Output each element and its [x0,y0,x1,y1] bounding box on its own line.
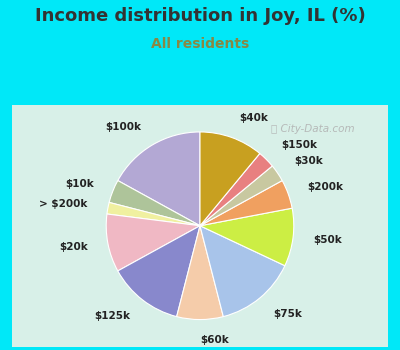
Text: All residents: All residents [151,37,249,51]
Text: ⓘ City-Data.com: ⓘ City-Data.com [271,124,355,134]
Text: $100k: $100k [106,122,142,132]
Text: $200k: $200k [308,182,344,192]
Wedge shape [118,132,200,226]
Text: $125k: $125k [94,311,130,321]
Text: $40k: $40k [239,113,268,123]
Text: $20k: $20k [59,242,88,252]
Text: $75k: $75k [273,309,302,319]
Text: $50k: $50k [314,235,342,245]
Wedge shape [200,154,272,226]
Wedge shape [109,181,200,226]
Text: $10k: $10k [65,178,94,189]
Text: Income distribution in Joy, IL (%): Income distribution in Joy, IL (%) [35,7,365,25]
Wedge shape [106,214,200,271]
Text: $30k: $30k [295,156,323,167]
Wedge shape [107,202,200,226]
Wedge shape [200,132,260,226]
Wedge shape [200,166,282,226]
Wedge shape [177,226,223,320]
Wedge shape [200,226,285,317]
Text: > $200k: > $200k [39,199,88,209]
Text: $150k: $150k [281,140,317,150]
Wedge shape [118,226,200,317]
Wedge shape [200,208,294,266]
Wedge shape [200,181,292,226]
Text: $60k: $60k [200,335,229,345]
